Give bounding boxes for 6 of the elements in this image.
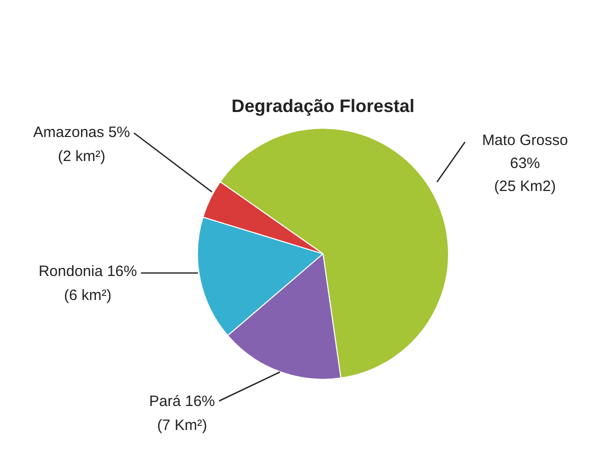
slice-label: Pará 16% (7 Km²) xyxy=(149,393,215,434)
slice-label: Rondonia 16% (6 km²) xyxy=(38,263,137,304)
data-label: 63% (25 Km2) xyxy=(494,155,556,196)
slice-label: Mato Grosso xyxy=(482,132,568,150)
slice-label: Amazonas 5% (2 km²) xyxy=(33,124,130,166)
chart-title: Degradação Florestal xyxy=(231,96,415,116)
